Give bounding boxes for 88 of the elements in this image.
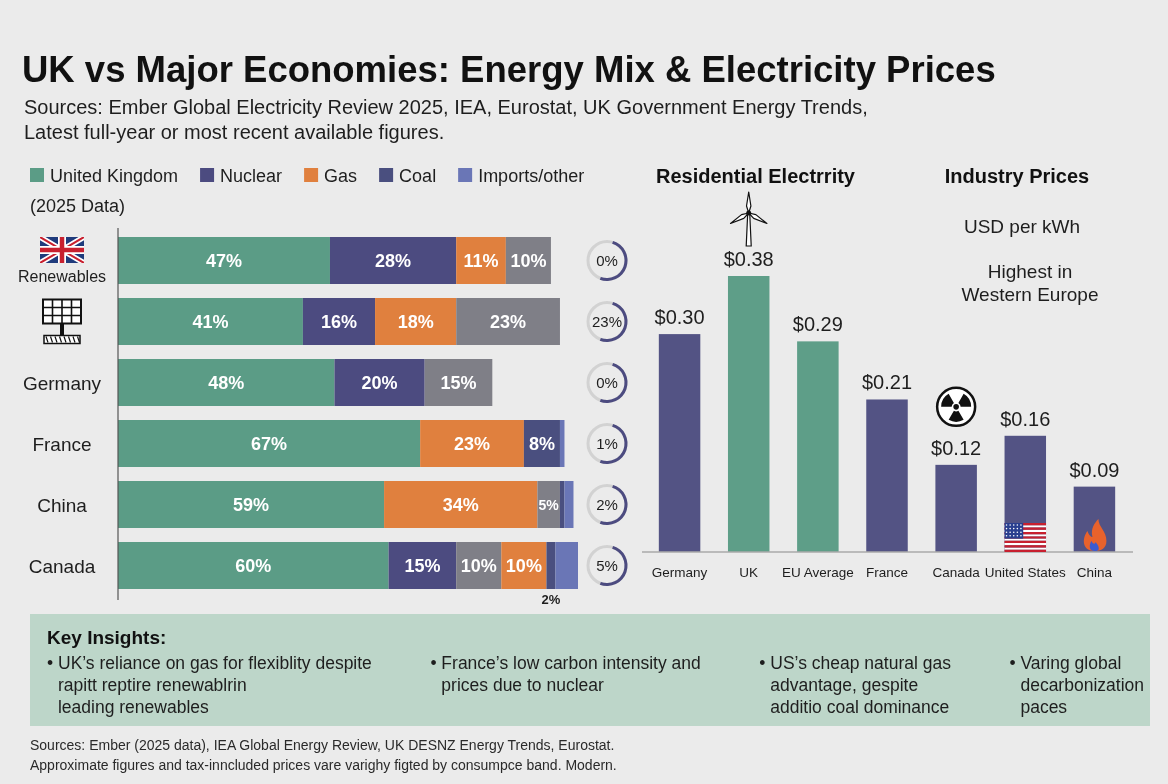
bar: [334, 359, 425, 406]
annotation: Highest in Western Europe: [961, 261, 1099, 305]
text: 5%: [596, 557, 618, 574]
bar: [302, 298, 376, 345]
data-label: $0.09: [1069, 458, 1120, 481]
text: • France’s low carbon intensity and prices due to nuclear: [430, 653, 701, 695]
bar: [866, 399, 908, 552]
y-tick-label: Renewables: [17, 268, 107, 285]
x-tick-label: France: [865, 565, 909, 580]
bar: [118, 237, 330, 284]
bar: [375, 298, 457, 345]
data-label: $0.29: [792, 313, 843, 336]
data-label: 60%: [235, 555, 272, 576]
data-label: 5%: [538, 496, 560, 513]
text: • US’s cheap natural gas advantage, gespite additio coal dominance: [759, 653, 952, 717]
text: • UK’s reliance on gas for flexiblity despite rapitt reptire renewablrin leading renewables: [47, 653, 372, 717]
bar: [118, 542, 389, 589]
x-tick-label: Canada: [932, 565, 981, 580]
x-tick-label: United States: [984, 565, 1067, 580]
text: Key Insights:: [47, 627, 167, 648]
y-axis-title: USD per kWh: [963, 216, 1081, 237]
bar: [118, 359, 335, 406]
bar: [797, 341, 839, 552]
bar: [658, 334, 701, 552]
data-label: 15%: [404, 555, 441, 576]
y-tick-label: China: [37, 494, 88, 516]
data-label: $0.38: [723, 248, 774, 270]
data-label: 34%: [442, 494, 479, 515]
chart-subtitle: Sources: Ember Global Electricity Review 2025, IEA, Eurostat, UK Government Energy Trends, Latest full-year or most recent available figures.: [24, 96, 868, 143]
bar: [424, 359, 493, 406]
data-label: 10%: [510, 250, 547, 271]
data-label: 28%: [375, 250, 412, 271]
data-label: 10%: [505, 555, 542, 576]
data-label: 41%: [192, 311, 229, 332]
data-label: 67%: [251, 433, 288, 454]
bar: [456, 298, 560, 345]
chart-title: Residential Electrrity: [656, 165, 856, 187]
x-tick-label: China: [1076, 565, 1113, 580]
data-label: 23%: [454, 433, 491, 454]
data-label: 47%: [205, 250, 242, 271]
x-tick-label: Germany: [651, 565, 708, 580]
text: Approximate figures and tax-inncluded prices vare varighy figted by consumpce band. Modern.: [30, 757, 617, 773]
y-tick-label: Germany: [22, 372, 102, 394]
bar: [564, 481, 574, 528]
data-label: 15%: [440, 372, 477, 393]
bar: [388, 542, 457, 589]
data-label: $0.30: [654, 306, 705, 329]
text: 1%: [596, 435, 618, 452]
data-label: 8%: [528, 433, 555, 454]
bar: [118, 298, 303, 345]
legend-label: Nuclear: [220, 166, 283, 186]
data-label: 16%: [320, 311, 357, 332]
legend-label: Coal: [399, 166, 437, 186]
y-tick-label: France: [32, 433, 92, 455]
bar: [935, 464, 977, 552]
data-label: $0.12: [931, 436, 982, 459]
data-label: 11%: [463, 250, 499, 271]
chart-subtitle: Industry Prices: [944, 165, 1090, 187]
bar: [118, 420, 421, 467]
x-tick-label: UK: [739, 565, 759, 580]
legend-label: United Kingdom: [50, 166, 179, 186]
source-note: Sources: Ember (2025 data), IEA Global Energy Review, UK DESNZ Energy Trends, Eurostat.: [30, 737, 615, 753]
data-label: 48%: [208, 372, 245, 393]
x-tick-label: EU Average: [781, 565, 854, 580]
bar: [118, 481, 385, 528]
legend-label: Gas: [324, 166, 358, 186]
data-label: 18%: [397, 311, 434, 332]
text: 23%: [591, 313, 623, 330]
data-label: 2%: [541, 592, 561, 607]
text: 2%: [596, 496, 618, 513]
text: 0%: [596, 374, 618, 391]
data-label: 59%: [233, 494, 270, 515]
data-label: 20%: [361, 372, 398, 393]
bar: [546, 542, 556, 589]
bar: [329, 237, 457, 284]
bar: [727, 276, 770, 552]
legend-title: (2025 Data): [30, 196, 126, 216]
data-label: $0.16: [1000, 407, 1051, 430]
data-label: 10%: [460, 555, 497, 576]
data-label: 23%: [490, 311, 527, 332]
data-label: $0.21: [861, 371, 913, 394]
text: 0%: [596, 252, 618, 269]
legend-label: Imports/other: [478, 166, 585, 186]
bar: [555, 542, 578, 589]
text: • Varing global decarbonization paces: [1009, 653, 1144, 717]
bar: [384, 481, 538, 528]
chart-title: UK vs Major Economies: Energy Mix & Electricity Prices: [22, 49, 996, 90]
bar: [420, 420, 524, 467]
